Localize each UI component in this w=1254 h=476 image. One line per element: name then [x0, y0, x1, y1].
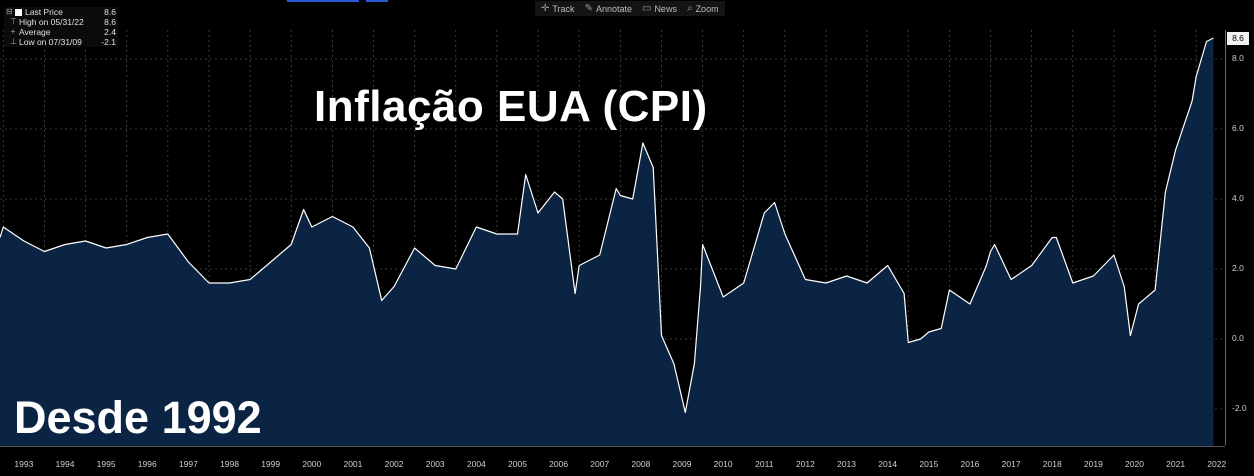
- x-tick-label: 2001: [343, 459, 363, 469]
- x-tick-label: 1995: [96, 459, 116, 469]
- chart-title: Inflação EUA (CPI): [314, 82, 708, 131]
- last-price-label: Last Price: [25, 7, 63, 17]
- y-tick-label: 6.0: [1232, 123, 1244, 133]
- high-label: High on 05/31/22: [19, 17, 84, 27]
- x-tick-label: 1998: [220, 459, 239, 469]
- price-legend: ⊟ Last Price 8.6 ⊤ High on 05/31/22 8.6 …: [4, 7, 118, 47]
- legend-row-high: ⊤ High on 05/31/22 8.6: [4, 17, 118, 27]
- track-label: Track: [552, 3, 575, 14]
- x-tick-label: 2003: [425, 459, 445, 469]
- since-label: Desde 1992: [14, 392, 262, 443]
- average-label: Average: [19, 27, 51, 37]
- high-marker-icon: ⊤: [10, 17, 17, 26]
- y-tick-label: 0.0: [1232, 333, 1244, 343]
- x-tick-label: 2018: [1042, 459, 1062, 469]
- x-tick-label: 2011: [755, 459, 774, 469]
- news-icon: ▭: [641, 3, 652, 14]
- last-price-value: 8.6: [104, 7, 116, 17]
- magnifier-icon: ⌕: [686, 3, 693, 14]
- low-value: -2.1: [101, 37, 116, 47]
- x-tick-label: 2012: [795, 459, 815, 469]
- annotate-tool[interactable]: ✎ Annotate: [585, 3, 632, 14]
- y-axis: [1225, 30, 1254, 445]
- x-tick-label: 2009: [672, 459, 692, 469]
- track-tool[interactable]: ✛ Track: [541, 3, 575, 14]
- news-tool[interactable]: ▭ News: [642, 3, 677, 14]
- legend-row-low: ⊥ Low on 07/31/09 -2.1: [4, 37, 118, 47]
- x-tick-label: 2000: [302, 459, 322, 469]
- x-tick-label: 2005: [508, 459, 527, 469]
- y-tick-label: 8.0: [1232, 53, 1244, 63]
- x-tick-label: 1993: [14, 459, 34, 469]
- x-tick-label: 2017: [1001, 459, 1021, 469]
- low-label: Low on 07/31/09: [19, 37, 82, 47]
- series-swatch: [15, 8, 22, 16]
- x-tick-label: 2021: [1166, 459, 1186, 469]
- x-tick-label: 2022: [1207, 459, 1227, 469]
- y-tick-label: 2.0: [1232, 263, 1244, 273]
- x-tick-label: 1994: [55, 459, 75, 469]
- x-tick-label: 1996: [137, 459, 157, 469]
- x-tick-label: 2006: [549, 459, 569, 469]
- x-tick-label: 2004: [466, 459, 486, 469]
- x-tick-label: 2015: [919, 459, 939, 469]
- x-tick-label: 2007: [590, 459, 610, 469]
- x-tick-label: 1999: [261, 459, 281, 469]
- legend-row-average: + Average 2.4: [4, 27, 118, 37]
- x-tick-label: 2016: [960, 459, 980, 469]
- x-axis: [0, 446, 1225, 476]
- pencil-icon: ✎: [584, 3, 593, 14]
- top-accent-strip: [287, 0, 359, 2]
- top-accent-strip-small: [366, 0, 388, 2]
- x-tick-label: 2020: [1125, 459, 1144, 469]
- x-tick-label: 2010: [713, 459, 733, 469]
- annotate-label: Annotate: [595, 3, 632, 14]
- x-tick-label: 2013: [837, 459, 857, 469]
- x-tick-label: 2002: [384, 459, 404, 469]
- average-marker-icon: +: [10, 27, 16, 36]
- y-tick-label: 4.0: [1232, 193, 1244, 203]
- x-tick-label: 2014: [878, 459, 898, 469]
- news-label: News: [654, 3, 677, 14]
- average-value: 2.4: [104, 27, 116, 37]
- series-line[interactable]: [0, 37, 1214, 414]
- zoom-label: Zoom: [695, 3, 719, 14]
- series-area: [0, 38, 1214, 446]
- chart-toolbar: ✛ Track ✎ Annotate ▭ News ⌕ Zoom: [535, 1, 725, 16]
- x-tick-label: 1997: [178, 459, 198, 469]
- collapse-icon[interactable]: ⊟: [6, 7, 13, 16]
- x-tick-label: 2008: [631, 459, 651, 469]
- high-value: 8.6: [104, 17, 116, 27]
- last-price-tag: 8.6: [1227, 32, 1249, 45]
- chart-series: [0, 37, 1214, 446]
- x-tick-label: 2019: [1083, 459, 1103, 469]
- crosshair-icon: ✛: [541, 3, 550, 14]
- low-marker-icon: ⊥: [10, 37, 17, 46]
- y-tick-label: -2.0: [1232, 403, 1247, 413]
- zoom-tool[interactable]: ⌕ Zoom: [687, 3, 719, 14]
- legend-row-last-price[interactable]: ⊟ Last Price 8.6: [4, 7, 118, 17]
